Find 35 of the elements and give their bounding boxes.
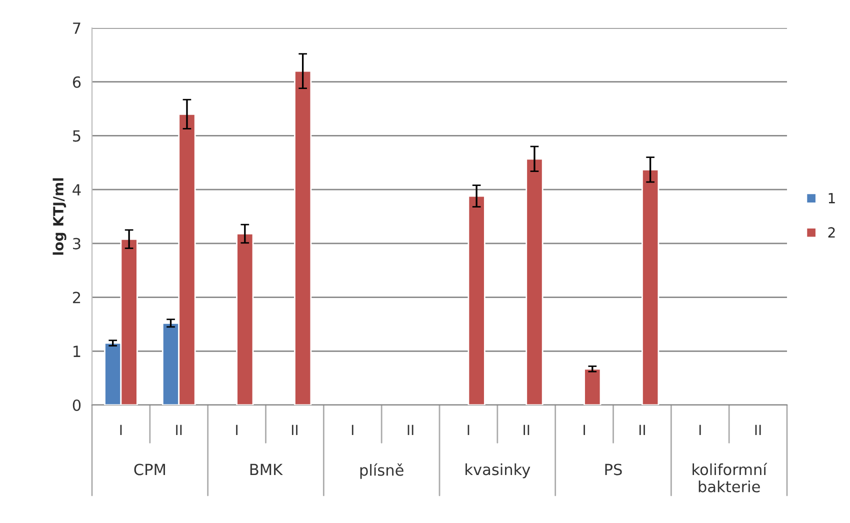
bar [236,233,254,405]
x-tick-label: II [408,424,414,435]
bar [642,168,660,405]
bar [584,368,602,405]
legend-label: 2 [828,227,835,238]
y-tick-label: 2 [72,292,80,304]
x-tick-label: I [120,424,122,435]
legend-label: 1 [828,193,835,204]
text: koliformní bakterie [692,462,768,492]
x-tick-label: I [584,424,585,435]
text: plísně [360,463,404,479]
y-tick-label: 1 [74,346,80,357]
x-tick-label: I [352,424,354,435]
y-tick-label: 5 [73,130,80,142]
x-tick-label: I [236,424,238,435]
bar [468,195,486,405]
x-tick-label: I [468,424,470,435]
x-tick-label: II [524,424,530,435]
y-tick-label: 7 [73,22,80,34]
y-tick-label: 6 [72,76,81,88]
y-tick-label: 4 [72,184,81,196]
bar [526,158,544,405]
x-tick-label: I [699,424,701,435]
text: BMK [250,464,283,476]
y-tick-label: 0 [72,399,81,412]
y-tick-label: 3 [73,238,80,250]
text: kvasinky [466,463,530,478]
x-tick-label: II [639,424,645,435]
bar [294,70,312,405]
x-tick-label: II [292,424,298,435]
y-axis-title: log KTJ/ml [52,178,66,255]
x-tick-label: II [755,424,761,435]
x-tick-label: II [176,424,182,435]
text: PS [605,464,622,476]
text: CPM [134,464,165,476]
